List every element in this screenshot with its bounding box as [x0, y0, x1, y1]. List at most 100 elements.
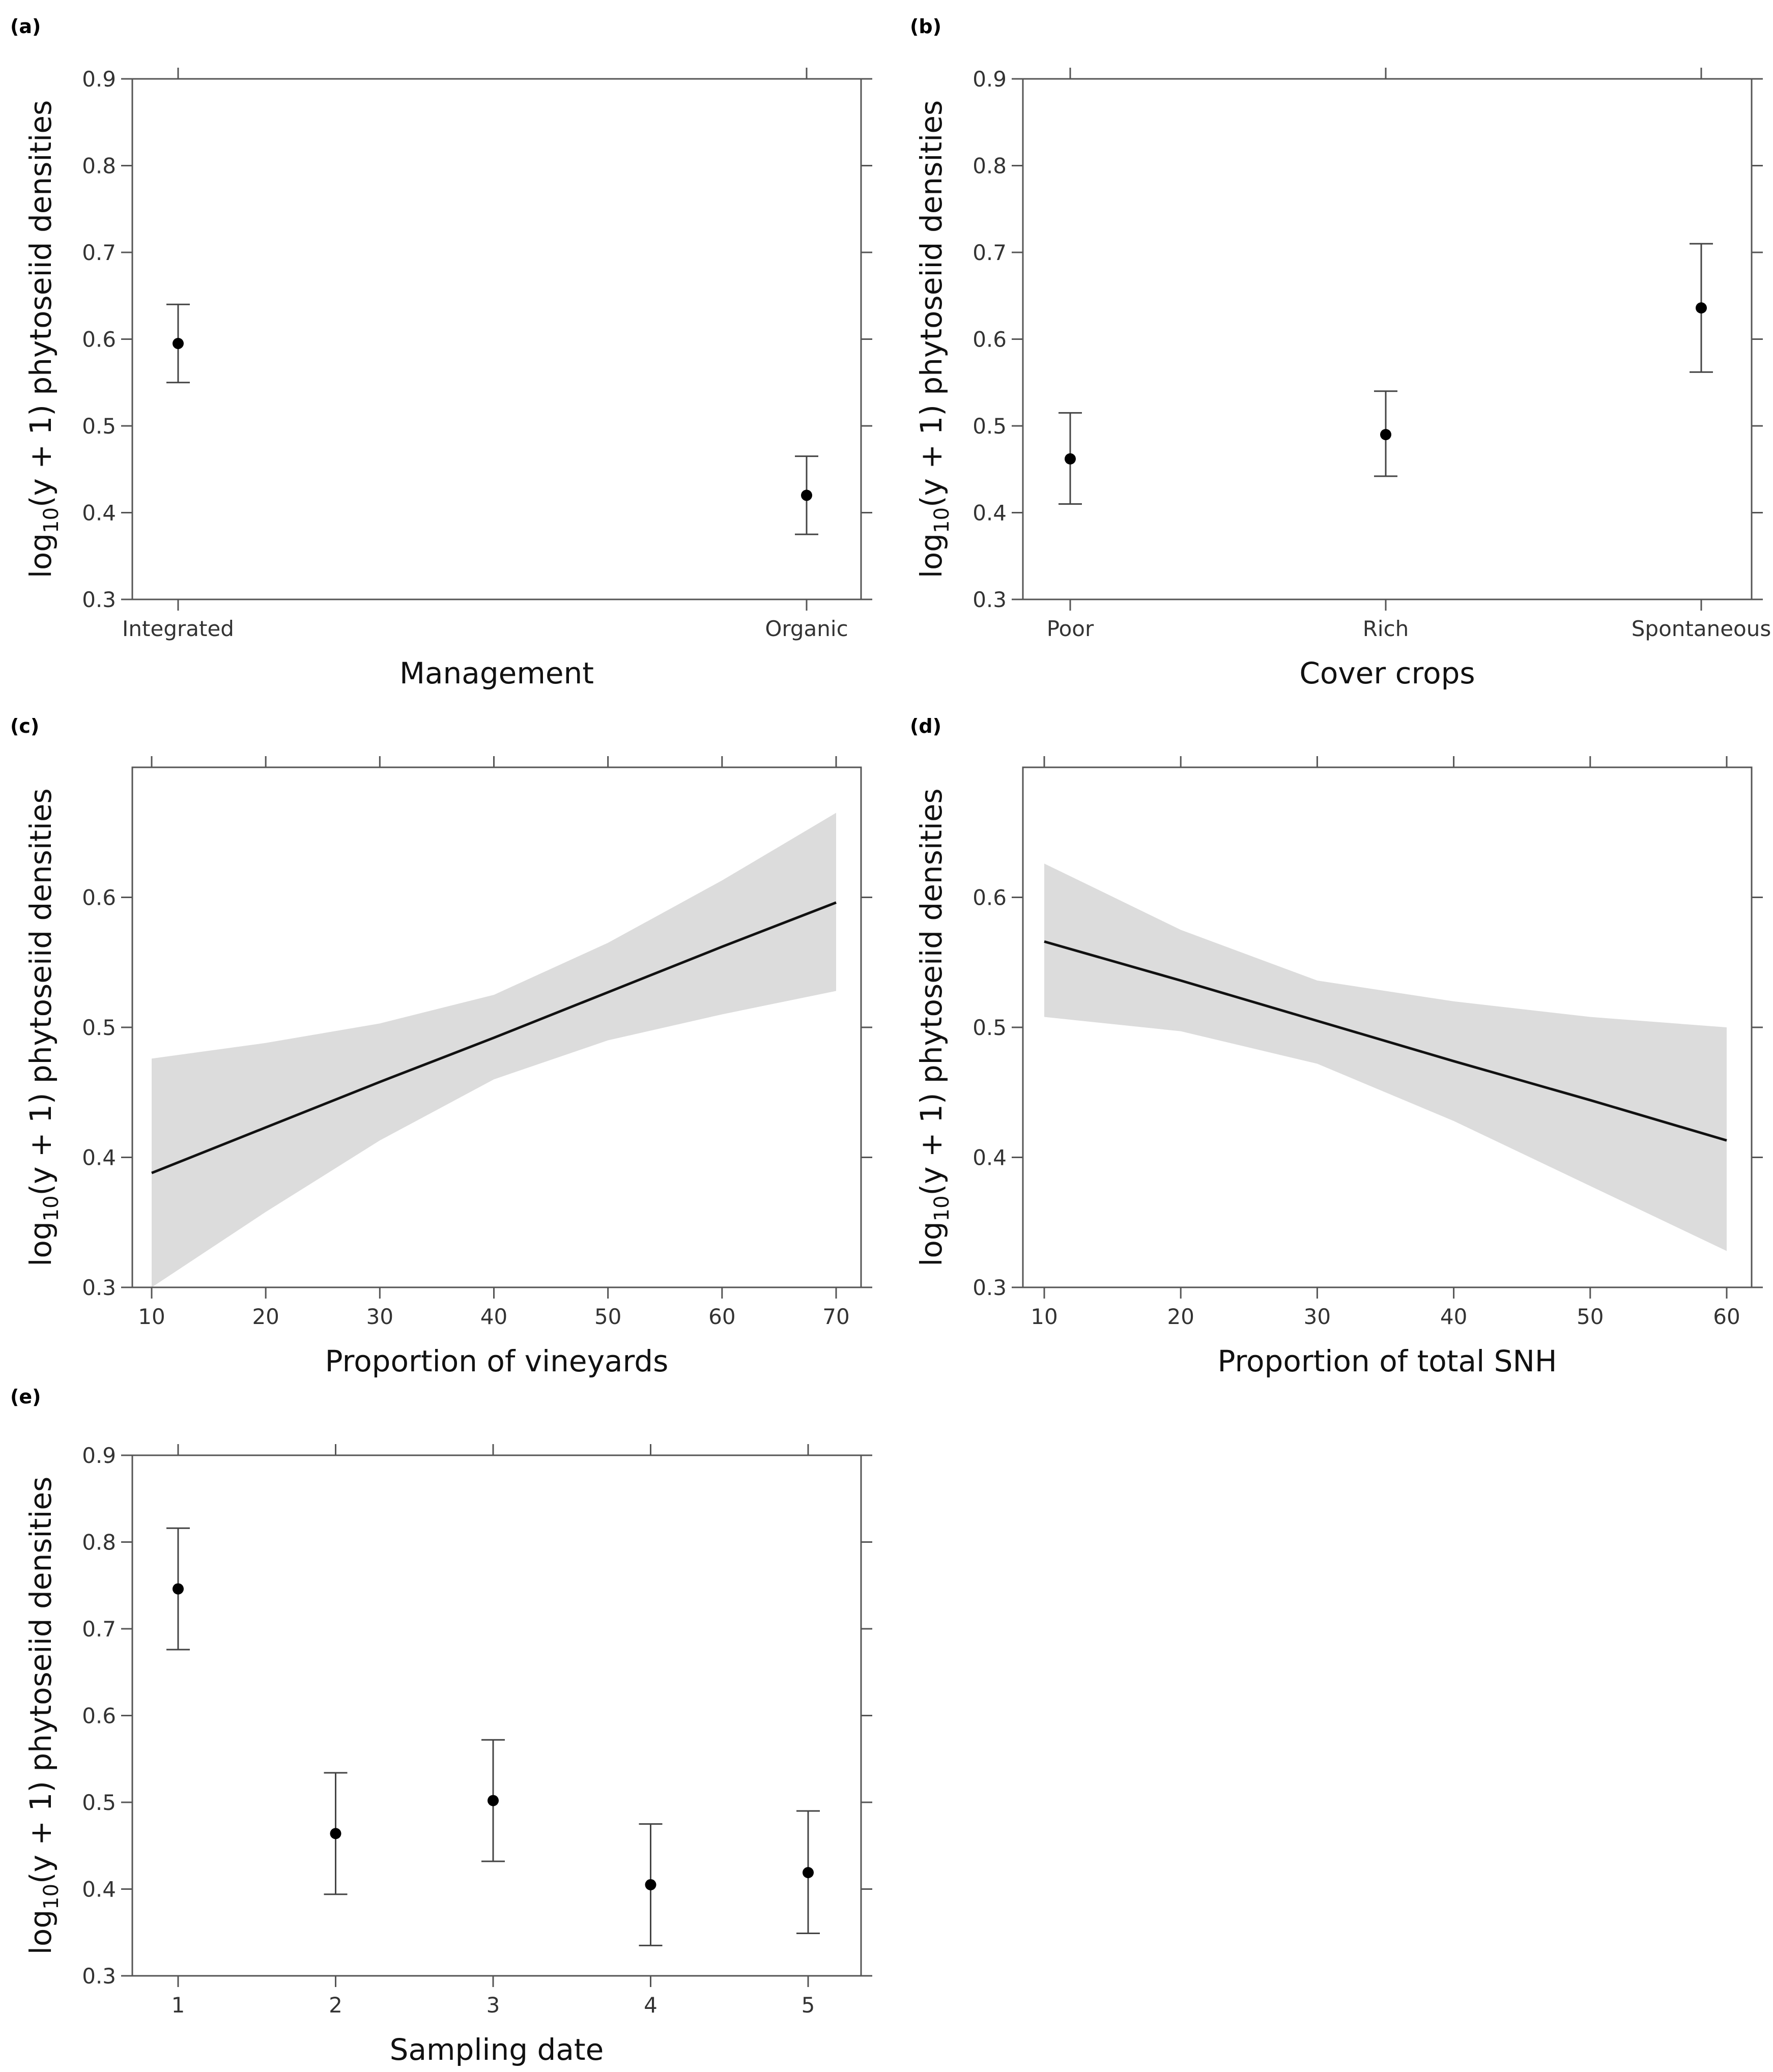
- y-tick-label: 0.7: [973, 240, 1007, 265]
- y-axis-title: log10(y + 1) phytoseiid densities: [23, 788, 63, 1267]
- y-tick-label: 0.5: [973, 414, 1007, 439]
- x-tick-label: 50: [1577, 1304, 1604, 1329]
- y-tick-label: 0.9: [82, 1443, 116, 1468]
- fit-line: [151, 901, 837, 1174]
- y-title-log: log: [23, 1910, 58, 1954]
- y-title-log: log: [23, 1221, 58, 1266]
- panel-label: (b): [910, 15, 941, 38]
- x-tick-label: 4: [644, 1993, 657, 2018]
- y-tick-label: 0.9: [82, 67, 116, 92]
- y-tick-label: 0.9: [973, 67, 1007, 92]
- data-point: [801, 490, 812, 501]
- data-point: [1380, 429, 1391, 441]
- y-title-subscript: 10: [930, 1195, 954, 1221]
- x-tick-label: Rich: [1363, 616, 1409, 641]
- x-axis-title: Proportion of total SNH: [1218, 1344, 1557, 1378]
- y-tick-label: 0.8: [82, 154, 116, 179]
- panel-label: (a): [10, 15, 41, 38]
- x-axis-title: Cover crops: [1299, 656, 1475, 690]
- panel-label: (d): [910, 715, 941, 737]
- x-tick-label: 70: [822, 1304, 849, 1329]
- panel-label: (c): [10, 715, 39, 737]
- x-tick-label: 10: [138, 1304, 165, 1329]
- y-tick-label: 0.4: [973, 1145, 1007, 1170]
- y-tick-label: 0.4: [82, 501, 116, 526]
- plot-frame: [131, 78, 862, 600]
- y-title-rest: (y + 1) phytoseiid densities: [23, 1477, 58, 1884]
- x-tick-label: 40: [480, 1304, 507, 1329]
- y-tick-label: 0.6: [82, 327, 116, 352]
- x-tick-label: 60: [708, 1304, 735, 1329]
- data-point: [488, 1795, 499, 1806]
- x-tick-label: 2: [329, 1993, 342, 2018]
- y-tick-label: 0.8: [973, 154, 1007, 179]
- panel-c: (c) 0.3 0.4 0.5 0.6 10 20 30 40 50 60 70 Proportion …: [10, 715, 872, 1378]
- data-point: [330, 1828, 341, 1839]
- y-title-log: log: [23, 533, 58, 578]
- y-title-rest: (y + 1) phytoseiid densities: [914, 788, 949, 1195]
- panel-label: (e): [10, 1386, 41, 1408]
- x-tick-label: 30: [366, 1304, 393, 1329]
- x-tick-label: 40: [1440, 1304, 1467, 1329]
- data-point: [1065, 453, 1076, 465]
- y-tick-label: 0.3: [82, 1275, 116, 1300]
- data-point: [1696, 302, 1707, 314]
- y-tick-label: 0.5: [82, 1015, 116, 1040]
- data-point: [173, 1583, 184, 1595]
- y-axis-title: log10(y + 1) phytoseiid densities: [23, 100, 63, 579]
- data-point: [803, 1867, 814, 1879]
- x-tick-label: 30: [1304, 1304, 1331, 1329]
- confidence-band: [152, 813, 836, 1287]
- x-tick-label: 1: [171, 1993, 185, 2018]
- y-tick-label: 0.4: [82, 1877, 116, 1902]
- y-title-rest: (y + 1) phytoseiid densities: [23, 788, 58, 1195]
- y-title-rest: (y + 1) phytoseiid densities: [914, 100, 949, 507]
- y-title-subscript: 10: [930, 507, 954, 533]
- y-tick-label: 0.5: [82, 414, 116, 439]
- y-title-subscript: 10: [40, 1195, 63, 1221]
- x-tick-label: 60: [1713, 1304, 1740, 1329]
- x-axis-title: Sampling date: [390, 2032, 604, 2067]
- y-axis-title: log10(y + 1) phytoseiid densities: [914, 788, 954, 1267]
- y-tick-label: 0.6: [82, 1704, 116, 1729]
- x-tick-label: 20: [252, 1304, 279, 1329]
- y-tick-label: 0.5: [82, 1790, 116, 1815]
- data-point: [173, 338, 184, 350]
- x-tick-label: Integrated: [122, 616, 234, 641]
- y-title-log: log: [914, 1221, 949, 1266]
- y-tick-label: 0.4: [82, 1145, 116, 1170]
- x-tick-label: Spontaneous: [1632, 616, 1771, 641]
- y-tick-label: 0.4: [973, 501, 1007, 526]
- x-tick-label: 10: [1031, 1304, 1057, 1329]
- y-tick-label: 0.3: [82, 587, 116, 612]
- fit-line: [1044, 940, 1727, 1142]
- y-tick-label: 0.5: [973, 1015, 1007, 1040]
- x-tick-label: Organic: [765, 616, 848, 641]
- x-tick-label: 3: [487, 1993, 500, 2018]
- y-tick-label: 0.3: [82, 1964, 116, 1989]
- panel-d: (d) 0.3 0.4 0.5 0.6 10 20 30 40 50 60 Proportion of…: [910, 715, 1763, 1378]
- y-tick-label: 0.7: [82, 1617, 116, 1642]
- y-tick-label: 0.3: [973, 1275, 1007, 1300]
- y-title-log: log: [914, 533, 949, 578]
- y-tick-label: 0.7: [82, 240, 116, 265]
- y-axis-title: log10(y + 1) phytoseiid densities: [914, 100, 954, 579]
- x-tick-label: 50: [594, 1304, 621, 1329]
- y-tick-label: 0.6: [973, 327, 1007, 352]
- y-axis-title: log10(y + 1) phytoseiid densities: [23, 1477, 63, 1955]
- data-point: [645, 1879, 656, 1890]
- panel-b: (b) 0.3 0.4 0.5 0.6 0.7 0.8 0.9 Poor Rich Spontane…: [910, 15, 1771, 690]
- plot-frame: [1022, 78, 1753, 600]
- y-tick-label: 0.8: [82, 1530, 116, 1555]
- plot-frame: [131, 1454, 862, 1977]
- y-title-subscript: 10: [40, 1884, 63, 1910]
- x-axis-title: Proportion of vineyards: [325, 1344, 669, 1378]
- y-title-subscript: 10: [40, 507, 63, 533]
- x-axis-title: Management: [399, 656, 594, 690]
- y-tick-label: 0.6: [82, 885, 116, 910]
- y-title-rest: (y + 1) phytoseiid densities: [23, 100, 58, 507]
- confidence-band: [1044, 864, 1727, 1251]
- panel-e: (e) 0.3 0.4 0.5 0.6 0.7 0.8 0.9 1 2 3 4 5 Sampling da…: [10, 1386, 872, 2067]
- x-tick-label: 20: [1167, 1304, 1194, 1329]
